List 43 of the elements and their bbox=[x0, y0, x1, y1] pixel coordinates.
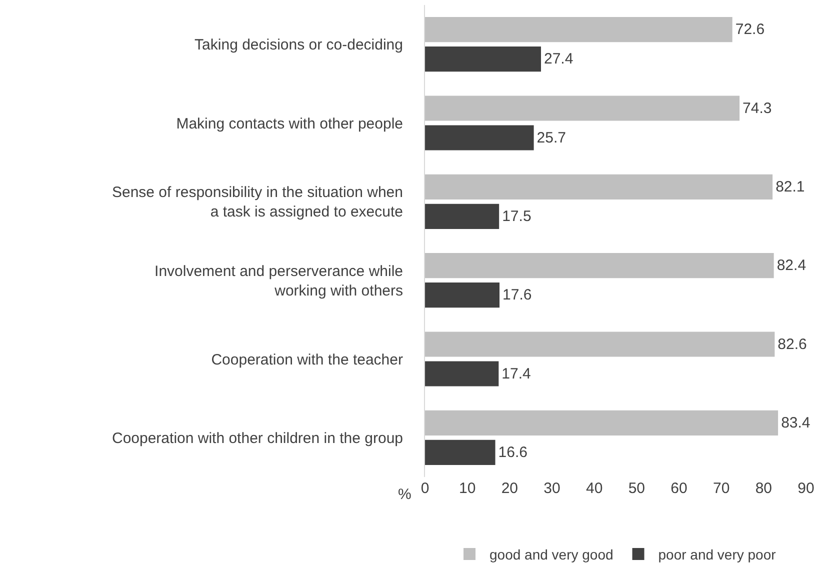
data-label: 82.4 bbox=[776, 257, 806, 274]
data-label: 17.5 bbox=[502, 208, 532, 225]
legend-label: poor and very poor bbox=[658, 546, 776, 562]
bar bbox=[425, 440, 496, 465]
y-tick-label: Taking decisions or co-deciding bbox=[194, 36, 403, 54]
bar bbox=[425, 46, 541, 72]
x-tick-label: 60 bbox=[670, 480, 688, 497]
y-tick-label: Involvement and perserverance while working with others bbox=[154, 262, 403, 300]
data-label: 16.6 bbox=[498, 444, 528, 461]
x-tick-label: 30 bbox=[544, 480, 560, 497]
bar bbox=[425, 253, 774, 278]
y-tick-label: Sense of responsibility in the situation when a task is assigned to execute bbox=[112, 184, 403, 221]
bar bbox=[425, 96, 740, 121]
legend-label: good and very good bbox=[490, 546, 614, 562]
y-tick-label: Cooperation with other children in the group bbox=[112, 430, 403, 447]
data-label: 83.4 bbox=[781, 414, 810, 432]
data-label: 74.3 bbox=[742, 100, 772, 117]
bar bbox=[425, 204, 500, 229]
x-tick-label: 20 bbox=[501, 480, 518, 497]
data-label: 17.6 bbox=[502, 286, 532, 304]
x-axis-title: % bbox=[398, 486, 412, 503]
y-tick-label: Cooperation with the teacher bbox=[211, 351, 403, 368]
data-label: 17.4 bbox=[502, 365, 531, 382]
x-tick-label: 40 bbox=[586, 480, 603, 497]
bar bbox=[425, 125, 534, 150]
x-tick-label: 10 bbox=[458, 480, 476, 497]
x-tick-label: 0 bbox=[420, 480, 430, 497]
x-tick-label: 90 bbox=[798, 480, 814, 497]
x-tick-label: 80 bbox=[755, 480, 772, 497]
x-tick-label: 70 bbox=[712, 480, 730, 497]
data-label: 72.6 bbox=[735, 21, 765, 38]
bar bbox=[425, 17, 732, 42]
bar bbox=[425, 410, 778, 436]
data-label: 27.4 bbox=[544, 50, 574, 68]
data-label: 25.7 bbox=[536, 129, 566, 146]
y-tick-label: Making contacts with other people bbox=[176, 115, 403, 132]
bar bbox=[425, 332, 775, 357]
bar bbox=[425, 174, 773, 200]
data-label: 82.6 bbox=[778, 336, 807, 353]
bar bbox=[425, 282, 500, 308]
x-tick-label: 50 bbox=[628, 480, 646, 497]
data-label: 82.1 bbox=[776, 178, 805, 196]
bar bbox=[425, 361, 499, 386]
